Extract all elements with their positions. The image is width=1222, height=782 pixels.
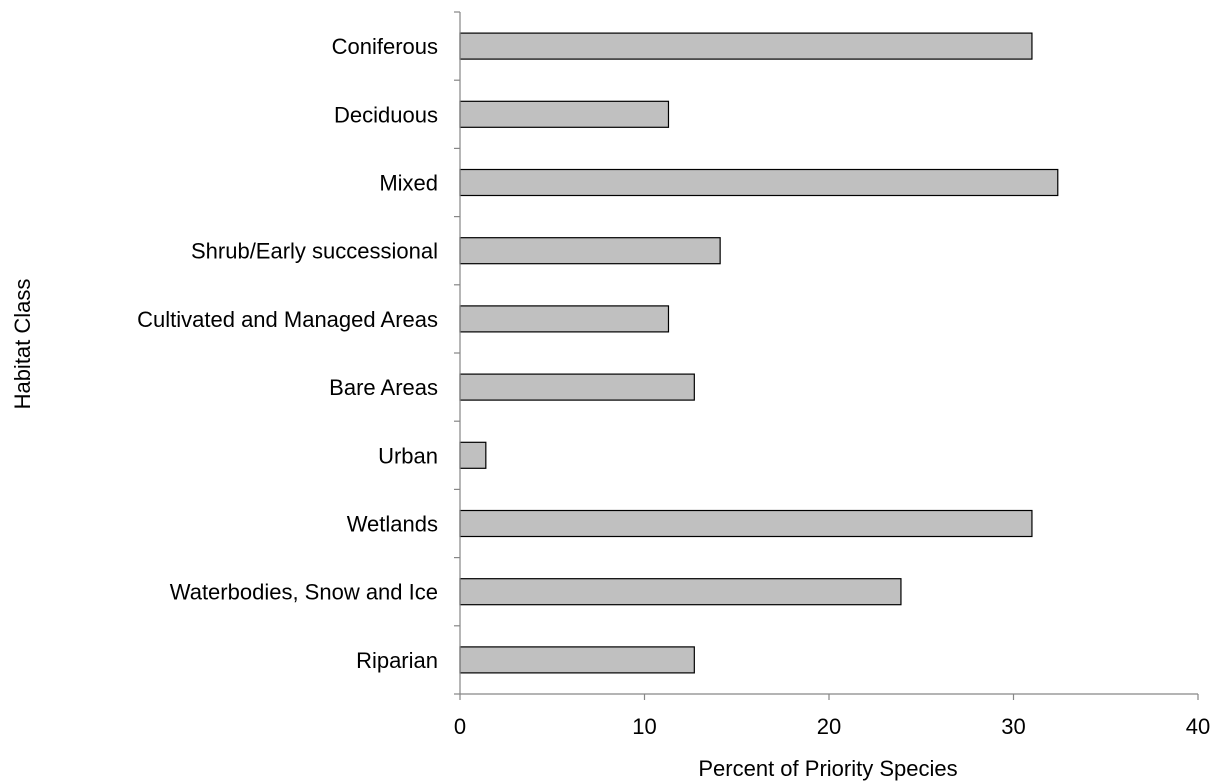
category-label: Urban <box>378 443 438 468</box>
axes-layer <box>454 11 1199 700</box>
x-tick-label: 30 <box>1001 714 1025 739</box>
category-label: Mixed <box>379 171 438 196</box>
x-axis-title: Percent of Priority Species <box>698 756 957 781</box>
y-axis-title: Habitat Class <box>10 279 35 410</box>
category-label: Coniferous <box>332 34 438 59</box>
x-tick-label: 0 <box>454 714 466 739</box>
bars-layer <box>459 32 1059 674</box>
category-label: Deciduous <box>334 102 438 127</box>
bar-urban <box>459 441 487 469</box>
category-label: Wetlands <box>347 512 438 537</box>
bar-bare-areas <box>459 373 695 401</box>
category-label: Cultivated and Managed Areas <box>137 307 438 332</box>
labels-layer: Coniferous Deciduous Mixed Shrub/Early succ… <box>137 34 1210 739</box>
bar-cultivated-and-managed-areas <box>459 305 670 333</box>
bar-waterbodies-snow-and-ice <box>459 578 902 606</box>
bar-deciduous <box>459 100 670 128</box>
bar-riparian <box>459 646 695 674</box>
bar-coniferous <box>459 32 1033 60</box>
x-tick-label: 40 <box>1186 714 1210 739</box>
category-label: Shrub/Early successional <box>191 239 438 264</box>
bar-mixed <box>459 168 1059 197</box>
category-label: Riparian <box>356 648 438 673</box>
bar-wetlands <box>459 509 1033 538</box>
category-label: Waterbodies, Snow and Ice <box>170 580 438 605</box>
bar-shrub-early-successional <box>459 237 721 265</box>
x-tick-label: 10 <box>632 714 656 739</box>
category-label: Bare Areas <box>329 375 438 400</box>
x-tick-label: 20 <box>817 714 841 739</box>
